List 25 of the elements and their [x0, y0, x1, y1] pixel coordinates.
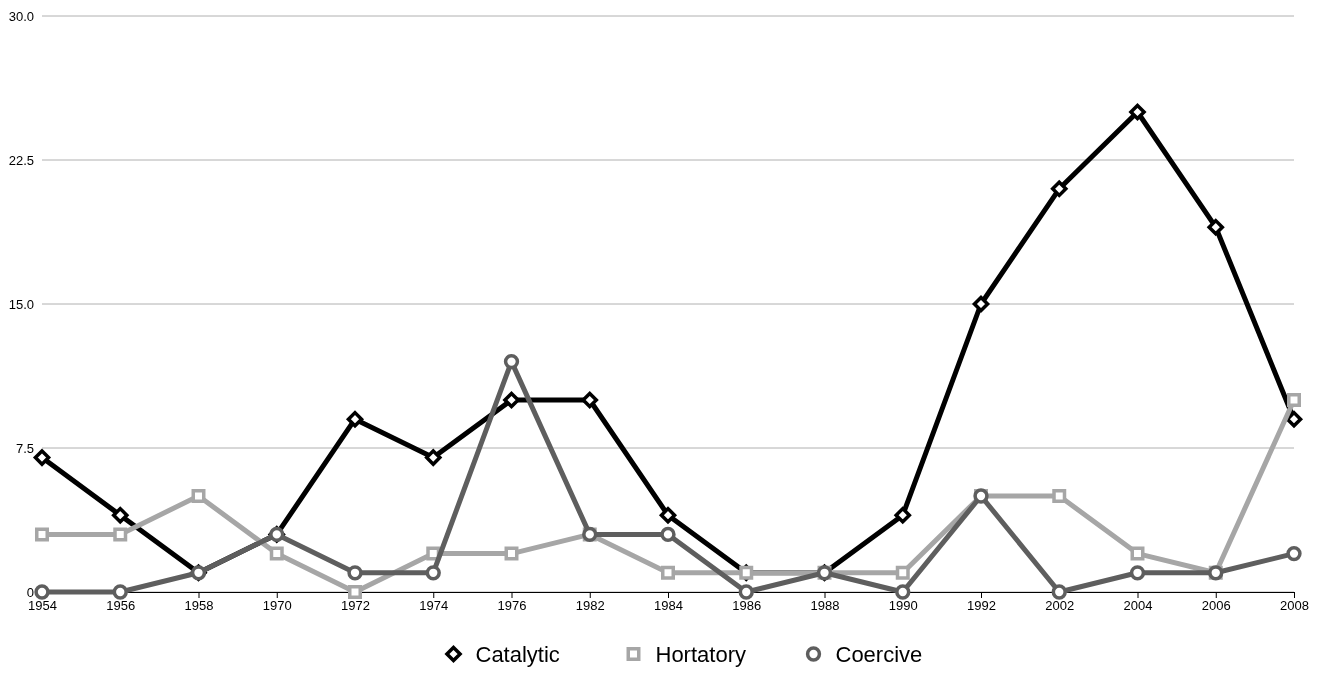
y-tick-label: 22.5 — [8, 152, 34, 168]
x-tick-label: 1970 — [262, 598, 292, 614]
x-tick-label: 1992 — [967, 598, 996, 614]
legend-label: Coercive — [835, 642, 923, 667]
x-tick-label: 2006 — [1201, 598, 1231, 614]
x-tick-label: 1956 — [106, 598, 136, 614]
x-tick-label: 1958 — [184, 598, 214, 614]
x-tick-label: 2008 — [1280, 598, 1309, 614]
legend-label: Hortatory — [655, 642, 746, 667]
x-tick-label: 2002 — [1045, 598, 1075, 614]
x-tick-label: 1954 — [28, 598, 57, 614]
legend-label: Catalytic — [475, 642, 560, 667]
x-tick-label: 1988 — [810, 598, 840, 614]
x-tick-label: 1984 — [654, 598, 683, 614]
x-tick-label: 1972 — [341, 598, 370, 614]
y-tick-label: 7.5 — [15, 440, 34, 456]
x-tick-label: 1982 — [575, 598, 605, 614]
x-tick-label: 1990 — [888, 598, 918, 614]
x-tick-label: 1976 — [497, 598, 527, 614]
x-tick-label: 1974 — [419, 598, 449, 614]
y-tick-label: 0 — [26, 584, 34, 600]
y-tick-label: 30.0 — [8, 8, 34, 24]
y-tick-label: 15.0 — [8, 296, 34, 312]
x-tick-label: 1986 — [732, 598, 762, 614]
x-tick-label: 2004 — [1123, 598, 1153, 614]
